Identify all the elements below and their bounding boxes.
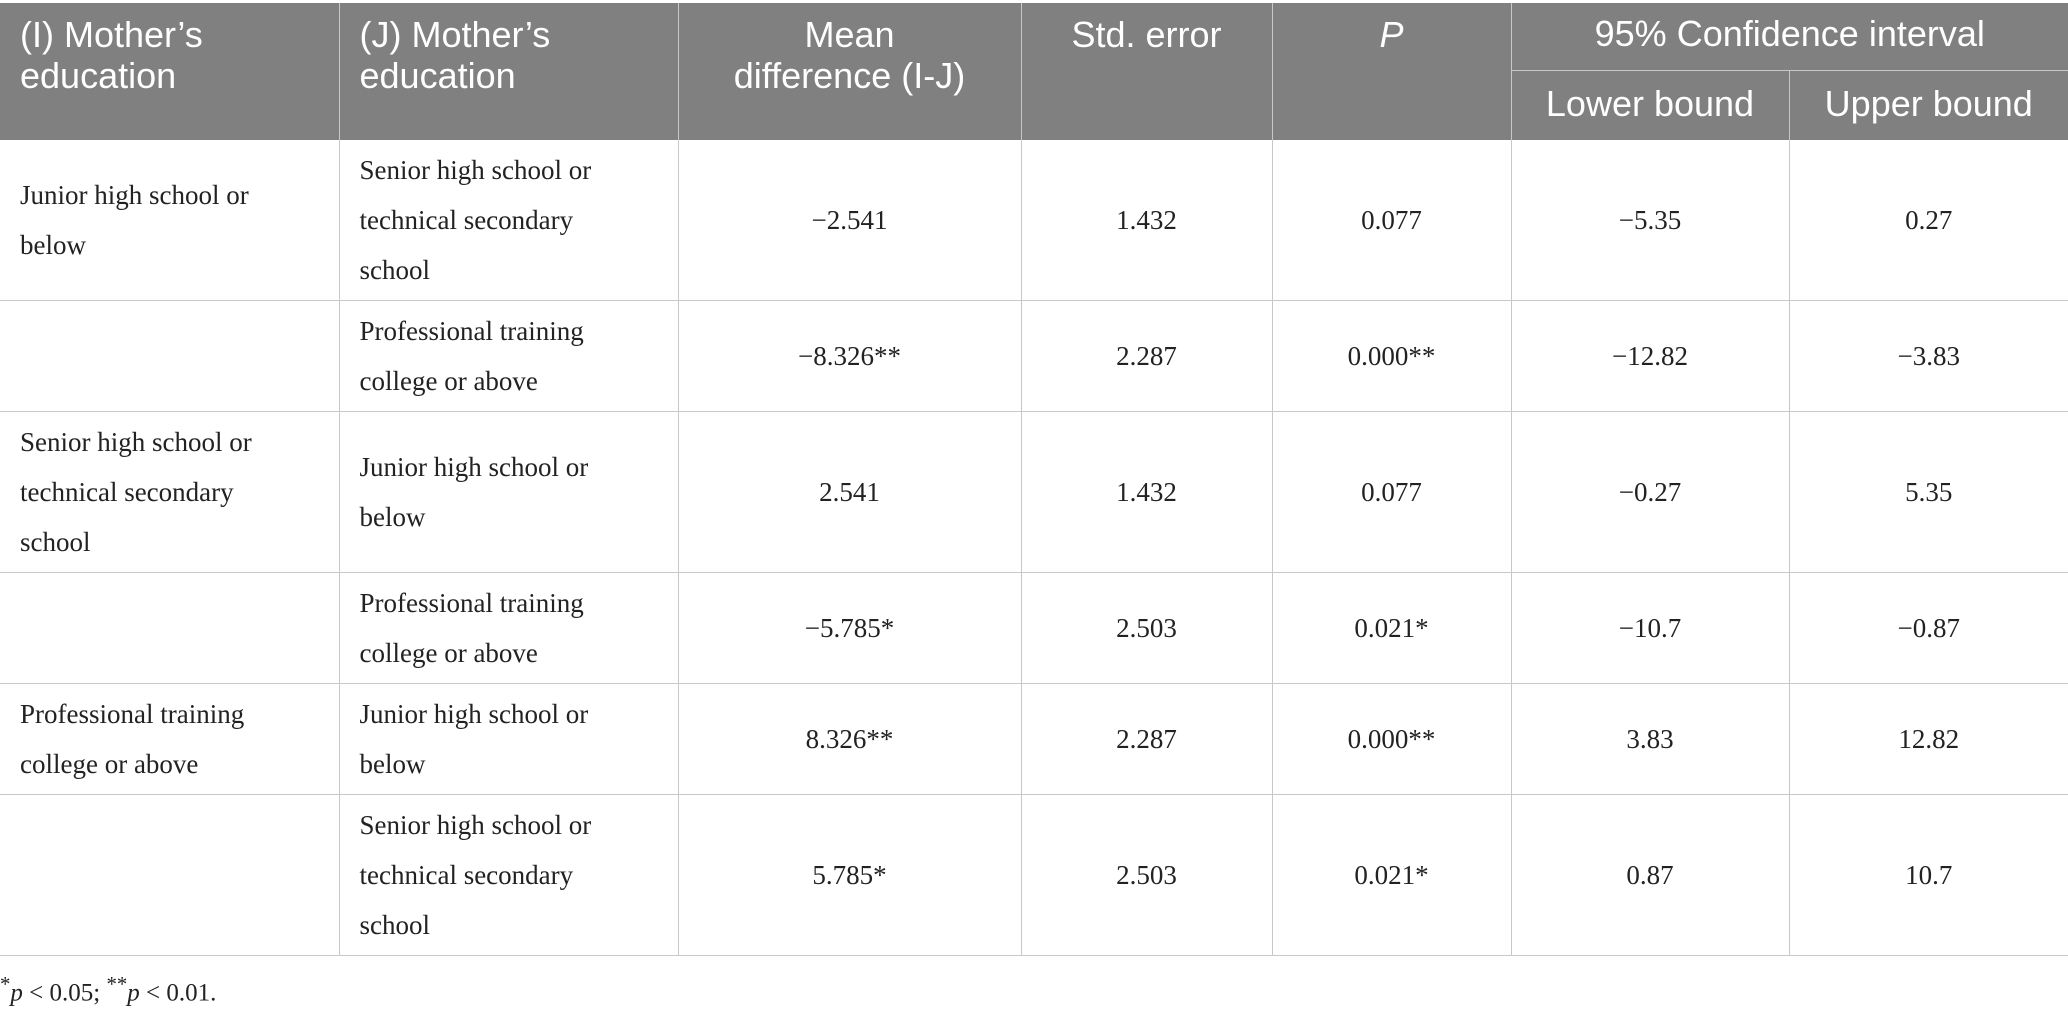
footnote-threshold-single: < 0.05; xyxy=(22,979,107,1007)
cell-se: 1.432 xyxy=(1021,140,1273,301)
header-mother-education-i: (I) Mother’s education xyxy=(0,3,340,140)
table-footnote: *p < 0.05; **p < 0.01. xyxy=(0,972,216,1007)
cell-se: 2.503 xyxy=(1021,572,1273,684)
header-lower-bound: Lower bound xyxy=(1511,70,1790,140)
cell-mean: 2.541 xyxy=(678,411,1022,573)
cell-mean: −8.326** xyxy=(678,300,1022,412)
table-header: (I) Mother’s education (J) Mother’s educ… xyxy=(0,3,2068,140)
cell-upper: 0.27 xyxy=(1789,140,2068,301)
cell-upper: −3.83 xyxy=(1789,300,2068,412)
footnote-p-single: p xyxy=(10,979,23,1007)
table-row: Professional training college or above −… xyxy=(0,572,2068,684)
cell-p: 0.077 xyxy=(1272,140,1512,301)
cell-lower: −12.82 xyxy=(1511,300,1790,412)
header-mother-education-j: (J) Mother’s education xyxy=(339,3,679,140)
table-row: Senior high school or technical secondar… xyxy=(0,794,2068,956)
cell-se: 2.287 xyxy=(1021,300,1273,412)
cell-mean: −5.785* xyxy=(678,572,1022,684)
cell-lower: −10.7 xyxy=(1511,572,1790,684)
footnote-star-double: ** xyxy=(106,972,128,996)
cell-se: 1.432 xyxy=(1021,411,1273,573)
cell-lower: 3.83 xyxy=(1511,683,1790,795)
cell-p: 0.021* xyxy=(1272,572,1512,684)
cell-j: Senior high school or technical secondar… xyxy=(339,140,679,301)
footnote-threshold-double: < 0.01. xyxy=(139,979,217,1007)
cell-j: Professional training college or above xyxy=(339,572,679,684)
cell-p: 0.021* xyxy=(1272,794,1512,956)
table-row: Junior high school or below Senior high … xyxy=(0,140,2068,301)
cell-j: Junior high school or below xyxy=(339,683,679,795)
cell-i: Junior high school or below xyxy=(0,140,340,301)
cell-i xyxy=(0,572,340,684)
cell-mean: 5.785* xyxy=(678,794,1022,956)
footnote-star-single: * xyxy=(0,972,11,996)
cell-lower: 0.87 xyxy=(1511,794,1790,956)
header-mean-difference-label: Mean difference (I-J) xyxy=(733,14,966,96)
cell-p: 0.000** xyxy=(1272,300,1512,412)
cell-mean: −2.541 xyxy=(678,140,1022,301)
cell-upper: 5.35 xyxy=(1789,411,2068,573)
footnote-p-double: p xyxy=(127,979,140,1007)
results-table: (I) Mother’s education (J) Mother’s educ… xyxy=(0,3,2068,956)
header-std-error: Std. error xyxy=(1021,3,1273,140)
cell-i xyxy=(0,300,340,412)
table-row: Senior high school or technical secondar… xyxy=(0,411,2068,573)
table-row: Professional training college or above J… xyxy=(0,683,2068,795)
cell-i: Senior high school or technical secondar… xyxy=(0,411,340,573)
header-mean-difference: Mean difference (I-J) xyxy=(678,3,1022,140)
table-row: Professional training college or above −… xyxy=(0,300,2068,412)
cell-j: Senior high school or technical secondar… xyxy=(339,794,679,956)
cell-se: 2.503 xyxy=(1021,794,1273,956)
cell-i xyxy=(0,794,340,956)
cell-p: 0.000** xyxy=(1272,683,1512,795)
cell-upper: −0.87 xyxy=(1789,572,2068,684)
cell-lower: −5.35 xyxy=(1511,140,1790,301)
header-p: P xyxy=(1272,3,1512,140)
table-body: Junior high school or below Senior high … xyxy=(0,140,2068,956)
header-upper-bound: Upper bound xyxy=(1789,70,2068,140)
cell-lower: −0.27 xyxy=(1511,411,1790,573)
cell-i: Professional training college or above xyxy=(0,683,340,795)
cell-j: Professional training college or above xyxy=(339,300,679,412)
cell-j: Junior high school or below xyxy=(339,411,679,573)
cell-p: 0.077 xyxy=(1272,411,1512,573)
cell-se: 2.287 xyxy=(1021,683,1273,795)
header-confidence-interval: 95% Confidence interval xyxy=(1511,3,2068,72)
cell-mean: 8.326** xyxy=(678,683,1022,795)
cell-upper: 12.82 xyxy=(1789,683,2068,795)
cell-upper: 10.7 xyxy=(1789,794,2068,956)
